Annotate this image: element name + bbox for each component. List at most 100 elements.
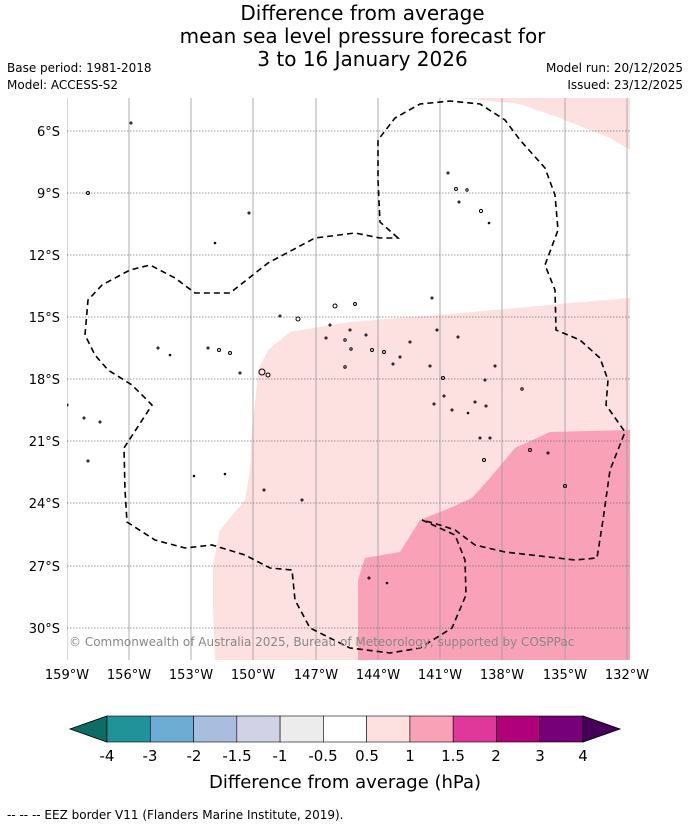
island (385, 581, 389, 585)
colorbar-label: Difference from average (hPa) (209, 772, 481, 793)
colorbar-tick-labels: -4 -3 -2 -1.5 -1 -0.5 0.5 1 1.5 2 3 4 (100, 747, 588, 765)
island (349, 347, 353, 351)
eez-border (84, 100, 626, 654)
island (192, 474, 196, 478)
colorbar-swatch (236, 715, 281, 743)
island (206, 346, 210, 350)
colorbar-over-triangle (582, 715, 622, 743)
island (238, 371, 242, 375)
island (67, 403, 69, 407)
island (446, 171, 450, 175)
island (488, 436, 492, 440)
latitude-labels: 6°S 9°S 12°S 15°S 18°S 21°S 24°S 27°S 30… (29, 125, 60, 637)
meta-left: Base period: 1981-2018 Model: ACCESS-S2 (7, 60, 152, 94)
island (364, 333, 368, 337)
lon-label: 153°W (169, 668, 213, 683)
longitude-labels: 159°W 156°W 153°W 150°W 147°W 144°W 141°… (45, 668, 649, 683)
colorbar-tick: 0.5 (355, 747, 379, 765)
island (300, 498, 304, 502)
island (493, 364, 497, 368)
island (466, 411, 470, 415)
island (484, 404, 488, 408)
island (546, 451, 550, 455)
island (442, 394, 446, 398)
meta-right: Model run: 20/12/2025 Issued: 23/12/2025 (546, 60, 683, 94)
island (430, 296, 434, 300)
copyright-text: © Commonwealth of Australia 2025, Bureau… (69, 635, 574, 649)
colorbar-under-triangle (68, 715, 108, 743)
lat-label: 9°S (37, 187, 60, 202)
colorbar-tick: 1 (405, 747, 415, 765)
island (432, 402, 436, 406)
anomaly-region-1-to-1-5 (358, 430, 630, 660)
island (478, 208, 484, 214)
colorbar-tick: 2 (491, 747, 501, 765)
colorbar-tick: -4 (100, 747, 115, 765)
island (454, 187, 458, 191)
island (382, 350, 386, 354)
island (86, 459, 90, 463)
island (328, 323, 332, 327)
colorbar-swatch (366, 715, 411, 743)
island (295, 316, 301, 322)
island (370, 348, 374, 352)
lat-label: 24°S (29, 497, 60, 512)
colorbar-tick: -3 (143, 747, 158, 765)
colorbar-tick: 1.5 (441, 747, 465, 765)
lat-label: 15°S (29, 311, 60, 326)
island (86, 191, 90, 195)
island (213, 241, 217, 245)
colorbar-tick: -2 (187, 747, 202, 765)
island (367, 576, 371, 580)
colorbar-swatch (149, 715, 194, 743)
colorbar-tick: -1 (273, 747, 288, 765)
island (457, 200, 461, 204)
island (348, 328, 352, 332)
island (483, 378, 487, 382)
colorbar-tick: -0.5 (308, 747, 337, 765)
colorbar-tick: 4 (578, 747, 588, 765)
island (487, 221, 491, 225)
island (482, 458, 486, 462)
island (408, 340, 412, 344)
island (278, 314, 282, 318)
colorbar-swatch (539, 715, 584, 743)
island (478, 436, 482, 440)
island (82, 416, 86, 420)
island (223, 472, 227, 476)
parallels (67, 130, 630, 629)
island (343, 365, 347, 369)
colorbar-tick: 3 (535, 747, 545, 765)
lon-label: 135°W (543, 668, 587, 683)
eez-footer-note: -- -- -- EEZ border V11 (Flanders Marine… (7, 808, 344, 822)
island (563, 484, 567, 488)
island (456, 335, 460, 339)
island (441, 376, 445, 380)
island (343, 338, 347, 342)
lon-label: 132°W (605, 668, 649, 683)
island (520, 387, 524, 391)
island (428, 364, 432, 368)
model-run: Model run: 20/12/2025 (545, 61, 683, 75)
island (391, 362, 395, 366)
lon-label: 138°W (480, 668, 524, 683)
lon-label: 156°W (107, 668, 151, 683)
lon-label: 141°W (418, 668, 462, 683)
lat-label: 30°S (29, 622, 60, 637)
island (465, 188, 469, 192)
island (332, 303, 338, 309)
island (156, 346, 160, 350)
island (265, 372, 271, 378)
colorbar-swatch (409, 715, 454, 743)
islands (67, 121, 567, 585)
island (398, 355, 402, 359)
chart-title: Difference from average mean sea level p… (0, 2, 690, 71)
lon-label: 144°W (356, 668, 400, 683)
island (435, 328, 439, 332)
island (217, 348, 221, 352)
map-area: © Commonwealth of Australia 2025, Bureau… (67, 98, 630, 660)
lat-label: 27°S (29, 560, 60, 575)
colorbar-swatch (279, 715, 324, 743)
base-period: Base period: 1981-2018 (7, 61, 152, 75)
